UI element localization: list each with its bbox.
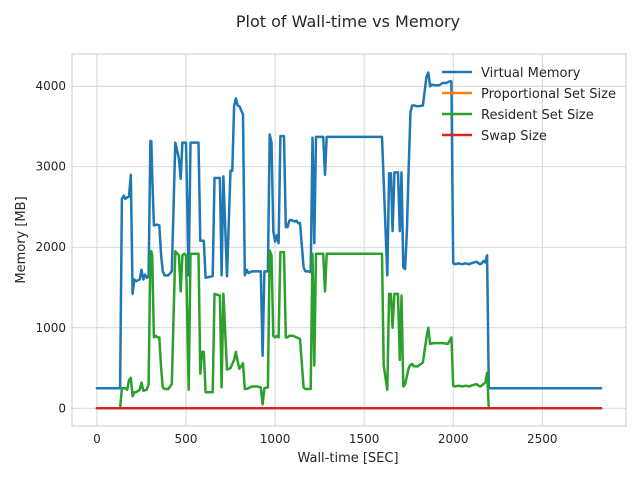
chart-title: Plot of Wall-time vs Memory <box>236 12 460 31</box>
x-tick-label: 1000 <box>260 432 291 446</box>
virtual-memory-line <box>95 71 603 390</box>
plot-frame <box>71 53 627 427</box>
y-tick-label: 1000 <box>35 321 66 335</box>
legend-label-virtual-memory: Virtual Memory <box>481 66 581 81</box>
legend: Virtual Memory Proportional Set Size Resid… <box>442 66 616 144</box>
y-tick-label: 2000 <box>35 240 66 254</box>
x-tick-label: 500 <box>175 432 198 446</box>
legend-label-swap-size: Swap Size <box>481 129 547 144</box>
series-layer <box>95 71 603 410</box>
x-tick-label: 2000 <box>438 432 469 446</box>
x-tick-label: 0 <box>93 432 101 446</box>
legend-label-resident-set-size: Resident Set Size <box>481 108 594 123</box>
y-tick-label: 3000 <box>35 160 66 174</box>
y-tick-label: 0 <box>58 401 66 415</box>
y-tick-label: 4000 <box>35 79 66 93</box>
x-tick-label: 2500 <box>527 432 558 446</box>
tick-label-layer: 0 500 1000 1500 2000 2500 0 1000 2000 3000 4000 <box>35 79 557 446</box>
legend-label-proportional-set-size: Proportional Set Size <box>481 87 616 102</box>
x-tick-label: 1500 <box>349 432 380 446</box>
resident-set-size-line <box>95 249 603 410</box>
y-axis-label: Memory [MB] <box>14 196 29 283</box>
x-axis-label: Wall-time [SEC] <box>297 451 398 466</box>
